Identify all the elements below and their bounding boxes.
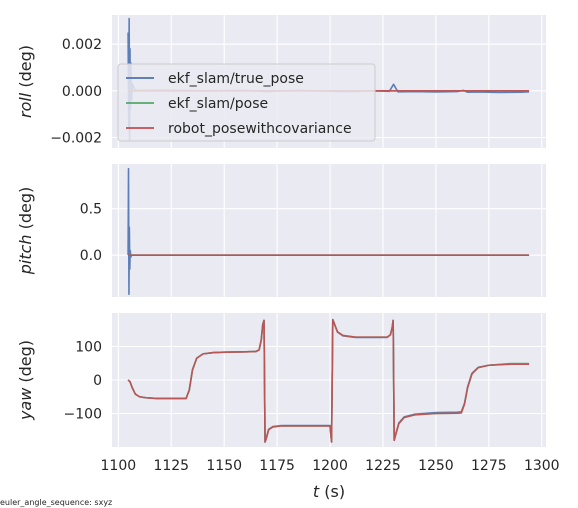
x-tick-label: 1175: [259, 458, 295, 474]
footnote: euler_angle_sequence: sxyz: [0, 498, 112, 507]
legend: ekf_slam/true_pose ekf_slam/pose robot_pos…: [117, 63, 376, 142]
x-tick-label: 1200: [312, 458, 348, 474]
y-tick-label: −0.002: [50, 131, 102, 147]
y-axis-label: roll (deg): [16, 45, 35, 118]
series-group: [127, 167, 530, 296]
x-tick-label: 1125: [153, 458, 189, 474]
y-axis-label: pitch (deg): [16, 187, 35, 276]
legend-label: ekf_slam/true_pose: [168, 71, 304, 87]
x-tick-label: 1250: [418, 458, 454, 474]
y-tick-label: −100: [64, 407, 102, 423]
yaw-panel: 1100 1125 1150 1175 1200 1225 1250 1275 1300 −100…: [16, 313, 560, 474]
series-line-robot-posewithcovariance: [127, 318, 530, 443]
y-tick-label: 100: [75, 340, 102, 356]
legend-label: ekf_slam/pose: [168, 96, 268, 112]
x-tick-label: 1225: [365, 458, 401, 474]
legend-frame: [117, 63, 376, 142]
pitch-panel: 0.0 0.5 pitch (deg): [16, 164, 546, 297]
y-tick-label: 0.002: [62, 37, 102, 53]
x-tick-label: 1150: [206, 458, 242, 474]
y-tick-label: 0.000: [62, 84, 102, 100]
y-tick-label: 0.0: [80, 248, 102, 264]
x-tick-label: 1100: [101, 458, 137, 474]
plot-area: [112, 164, 546, 297]
x-axis-label: t (s): [313, 482, 345, 501]
y-tick-label: 0.5: [80, 202, 102, 218]
x-tick-label: 1300: [524, 458, 560, 474]
y-tick-label: 0: [93, 373, 102, 389]
roll-panel: −0.002 0.000 0.002 roll (deg) ekf_slam/true_…: [16, 15, 546, 148]
y-axis-label: yaw (deg): [16, 340, 35, 421]
series-group: [127, 318, 530, 443]
x-tick-label: 1275: [471, 458, 507, 474]
legend-label: robot_posewithcovariance: [168, 121, 352, 137]
